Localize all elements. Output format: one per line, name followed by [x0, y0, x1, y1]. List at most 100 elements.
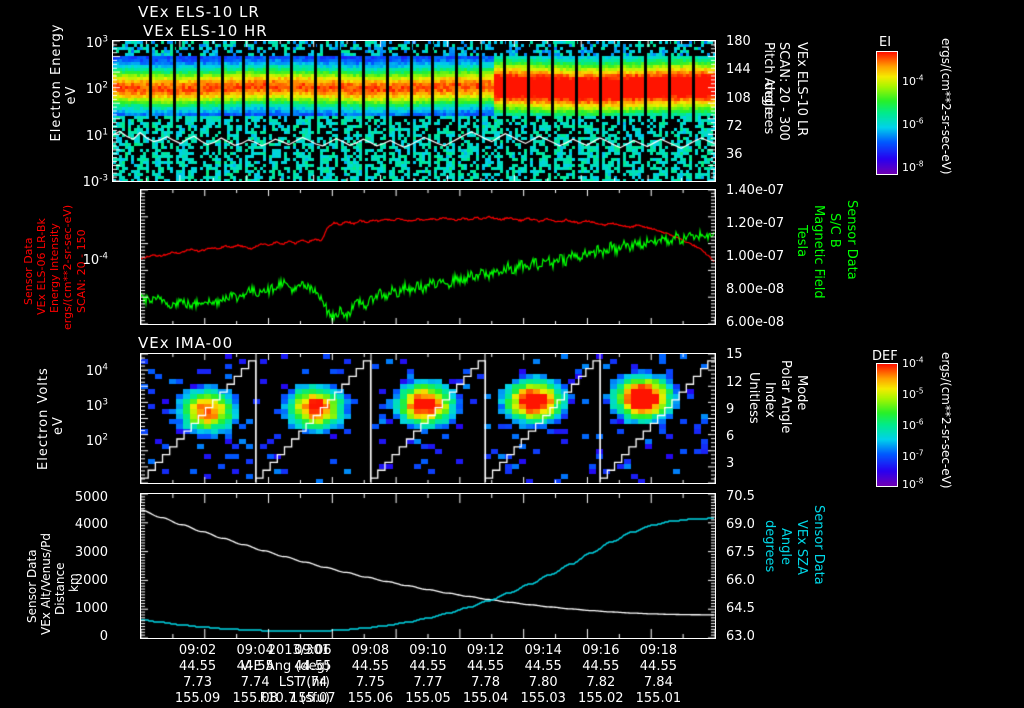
panel3-cbtick-5: 10-5 — [902, 386, 924, 401]
table-cell: 155.09 — [174, 691, 221, 706]
panel4-ytick-3000: 3000 — [74, 545, 108, 560]
panel4-rtick-2: 67.5 — [726, 545, 755, 560]
panel2-ytick-top: 10-3 — [82, 173, 108, 190]
panel2-ytick-4: 10-4 — [82, 251, 108, 268]
panel3-right-label-3: Unitless — [746, 372, 761, 424]
table-cell: 155.04 — [462, 691, 509, 706]
table-cell: 09:14 — [524, 643, 562, 658]
panel3-colorbar-units: ergs/(cm**2-sr-sec-eV) — [939, 352, 953, 489]
panel4-rtick-3: 66.0 — [726, 573, 755, 588]
table-cell: 44.55 — [178, 659, 217, 674]
table-cell: 09:06 — [294, 643, 332, 658]
panel4-rtick-1: 69.0 — [726, 517, 755, 532]
table-cell: 7.74 — [240, 675, 270, 690]
panel3-ylabel: Electron Volts — [36, 367, 51, 470]
table-cell: 7.80 — [528, 675, 558, 690]
panel1-right-label-2: SCAN: 20 - 300 — [776, 42, 791, 141]
panel1-colorbar — [876, 51, 898, 175]
table-cell: 7.77 — [413, 675, 443, 690]
table-cell: 155.06 — [347, 691, 394, 706]
panel2-rtick-0: 1.40e-07 — [726, 183, 785, 198]
table-cell: 09:16 — [582, 643, 620, 658]
panel2-left-label-2: Energy Intensity — [48, 223, 61, 313]
table-cell: 7.84 — [643, 675, 673, 690]
panel4-right-label-2: Angle — [778, 528, 793, 565]
panel3-colorbar-title: DEF — [872, 349, 898, 364]
table-cell: 7.74 — [298, 675, 328, 690]
panel2-right-label-0: Sensor Data — [844, 200, 859, 280]
panel3-right-label-1: Polar Angle — [778, 360, 793, 434]
panel3-ytick-2: 102 — [85, 432, 108, 449]
panel1-ylabel-units: eV — [64, 85, 79, 105]
table-cell: 155.01 — [635, 691, 682, 706]
table-cell: 7.75 — [355, 675, 385, 690]
panel1-colorbar-units: ergs/(cm**2-sr-sec-eV) — [939, 38, 953, 175]
panel2-rtick-1: 1.20e-07 — [726, 216, 785, 231]
panel4-rtick-4: 64.5 — [726, 601, 755, 616]
panel3-right-label-2: Index — [762, 382, 777, 418]
panel4-right-label-3: degrees — [762, 520, 777, 573]
panel1-right-label-0: Pitch Angle — [761, 42, 776, 115]
panel3-cbtick-7: 10-7 — [902, 448, 924, 463]
panel1-rtick-180: 180 — [726, 34, 751, 49]
panel3-cbtick-8: 10-8 — [902, 476, 924, 491]
bottom-parameter-table: 2013/301 V-E Ang (deg) LST (hr) F10.7 (sfu)… — [0, 643, 1024, 706]
table-row-label-1: V-E Ang (deg) — [240, 659, 330, 674]
table-cell: 155.05 — [405, 691, 451, 706]
table-cell: 155.03 — [520, 691, 566, 706]
panel3-cbtick-6: 10-6 — [902, 417, 924, 432]
table-cell: 09:18 — [639, 643, 678, 658]
panel3-rtick-9: 9 — [726, 402, 735, 417]
panel4-ytick-0: 0 — [99, 629, 108, 644]
table-cell: 7.73 — [183, 675, 213, 690]
panel2-left-label-1: VEx ELS-06 LR-Bk — [35, 218, 48, 315]
table-cell: 44.55 — [294, 659, 332, 674]
panel3-spectrogram — [140, 353, 716, 484]
panel4-left-label-1: VEx Alt/Venus/Pd — [39, 532, 53, 635]
table-cell: 44.55 — [236, 659, 274, 674]
panel1-right-label-1: degrees — [761, 82, 776, 135]
panel1-ytick-2: 102 — [85, 80, 108, 97]
table-cell: 7.78 — [471, 675, 501, 690]
panel4-rtick-5: 63.0 — [726, 629, 755, 644]
panel1-image — [113, 41, 715, 181]
panel3-ylabel-units: eV — [51, 416, 66, 435]
table-row-label-2: LST (hr) — [278, 675, 330, 690]
table-cell: 09:04 — [236, 643, 274, 658]
panel1-ytick-1: 101 — [85, 127, 108, 144]
panel1-title-hr: VEx ELS-10 HR — [143, 22, 268, 40]
panel1-spectrogram — [112, 40, 716, 182]
table-cell: 155.07 — [290, 691, 336, 706]
panel1-cbtick-6: 10-6 — [902, 116, 924, 131]
panel1-cbtick-4: 10-4 — [902, 73, 924, 88]
table-cell: 44.55 — [409, 659, 447, 674]
table-cell: 44.55 — [351, 659, 389, 674]
panel1-ytick-3: 103 — [85, 34, 108, 51]
panel2-right-label-2: Magnetic Field — [811, 205, 826, 299]
table-cell: 155.02 — [578, 691, 624, 706]
panel1-title-lr: VEx ELS-10 LR — [138, 3, 260, 21]
panel1-colorbar-title: EI — [879, 35, 892, 50]
panel1-rtick-72: 72 — [726, 119, 743, 134]
panel3-rtick-12: 12 — [726, 375, 743, 390]
table-cell: 44.55 — [639, 659, 677, 674]
table-cell: 09:12 — [466, 643, 505, 658]
table-cell: 09:02 — [178, 643, 217, 658]
table-cell: 09:08 — [351, 643, 390, 658]
panel1-rtick-36: 36 — [726, 147, 743, 162]
panel4-ytick-2000: 2000 — [74, 573, 108, 588]
panel3-ytick-3: 103 — [85, 397, 108, 414]
table-row-label-3: F10.7 (sfu) — [259, 691, 330, 706]
panel1-cbtick-8: 10-8 — [902, 159, 924, 174]
panel1-right-title: VEx ELS-10 LR — [794, 42, 809, 137]
panel4-ytick-1000: 1000 — [74, 601, 108, 616]
table-row-label-0: 2013/301 — [267, 643, 330, 658]
panel4-left-label-2: Distance — [53, 562, 67, 615]
panel3-rtick-3: 3 — [726, 456, 735, 471]
panel2-right-label-1: S/C B — [827, 213, 842, 248]
table-cell: 44.55 — [582, 659, 620, 674]
panel2-right-label-3: Tesla — [794, 225, 809, 258]
table-cell: 09:10 — [409, 643, 447, 658]
panel1-rtick-108: 108 — [726, 91, 751, 106]
